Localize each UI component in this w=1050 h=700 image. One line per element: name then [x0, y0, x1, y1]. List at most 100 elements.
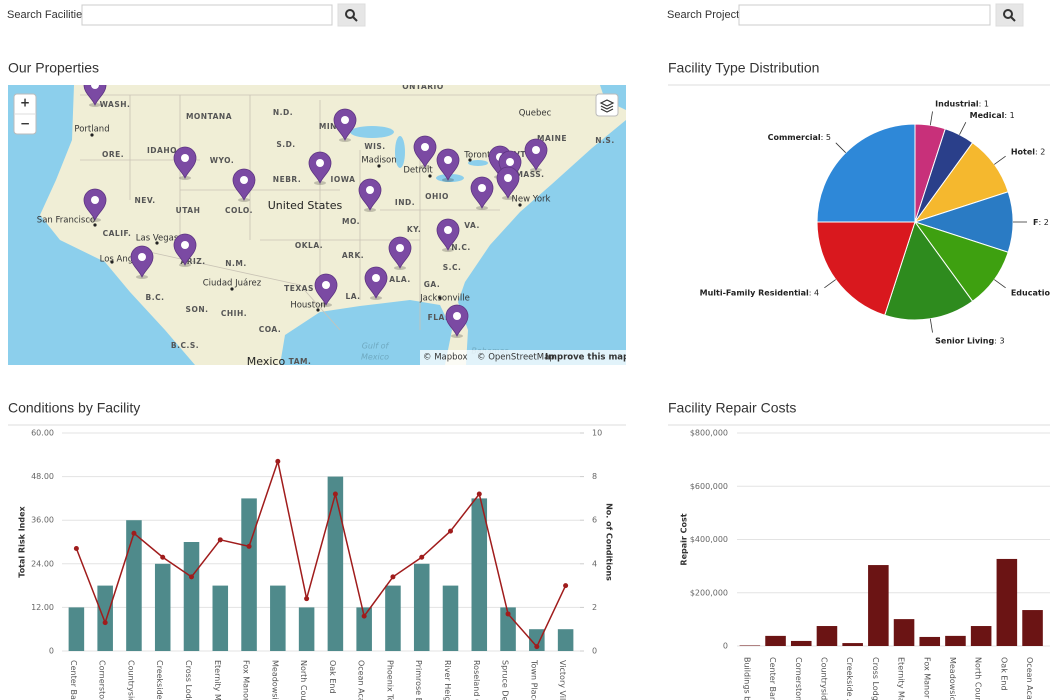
- map-pin[interactable]: [436, 148, 460, 182]
- pie-slice: [816, 221, 916, 316]
- map-label: CHIH.: [221, 309, 247, 318]
- map-pin[interactable]: [445, 304, 469, 338]
- pie-label: Senior Living: 3: [935, 336, 1004, 345]
- pie-label-name: Multi-Family Residential: [700, 288, 809, 297]
- pin-body: [470, 176, 494, 210]
- city-dot: [93, 223, 97, 227]
- map-label: Houston: [290, 301, 325, 311]
- map-label: N.C.: [451, 243, 470, 252]
- map-label: VA.: [464, 221, 480, 230]
- bar: [356, 607, 372, 651]
- zoom-out-button[interactable]: −: [20, 117, 30, 131]
- pin-dot: [91, 196, 99, 204]
- map-pin[interactable]: [364, 266, 388, 300]
- pin-body: [413, 135, 437, 169]
- map-pin[interactable]: [524, 138, 548, 172]
- panel-title: Facility Repair Costs: [668, 400, 796, 416]
- y-tick-label: $800,000: [690, 429, 728, 438]
- ocean: [458, 120, 626, 365]
- attribution[interactable]: © Mapbox: [423, 353, 468, 363]
- x-tick-label: Eternity Man: [897, 657, 906, 700]
- city-dot: [90, 133, 94, 137]
- x-tick-label: Roseland C: [472, 660, 481, 700]
- line-point: [448, 528, 453, 534]
- search-input[interactable]: [738, 4, 991, 26]
- bar: [919, 636, 941, 646]
- panel-title: Our Properties: [8, 60, 99, 76]
- x-tick-label: Creekside A: [155, 660, 164, 700]
- map-pin[interactable]: [358, 178, 382, 212]
- pie-label-value: 5: [826, 133, 831, 142]
- pin-dot: [181, 241, 189, 249]
- search-input[interactable]: [81, 4, 333, 26]
- pin-dot: [532, 146, 540, 154]
- bar: [385, 585, 401, 651]
- zoom-in-button[interactable]: +: [20, 96, 30, 110]
- y2-axis-title: No. of Conditions: [605, 503, 614, 581]
- x-tick-label: Meadowsid: [270, 660, 279, 700]
- map-label: KY.: [407, 225, 421, 234]
- x-tick-label: Cornerstone: [794, 657, 803, 700]
- map-pin[interactable]: [232, 168, 256, 202]
- x-tick-label: Phoenix To: [385, 660, 394, 700]
- map-label: TEXAS: [284, 284, 314, 293]
- y2-tick-label: 8: [592, 472, 597, 481]
- map-pin[interactable]: [388, 236, 412, 270]
- pin-dot: [504, 174, 512, 182]
- map-label: ARK.: [342, 251, 364, 260]
- x-tick-label: Oak End: [999, 657, 1008, 691]
- bar: [816, 626, 838, 646]
- pin-body: [445, 304, 469, 338]
- line-point: [131, 530, 137, 536]
- pie-label-sep: :: [994, 336, 999, 345]
- map-pin[interactable]: [173, 146, 197, 180]
- line-point: [419, 554, 425, 560]
- attribution-box: [420, 350, 626, 365]
- map-label: ALA.: [389, 275, 410, 284]
- y-tick-label: $200,000: [690, 588, 728, 597]
- attribution[interactable]: © OpenStreetMap: [477, 353, 555, 363]
- map-pin[interactable]: [83, 188, 107, 222]
- y2-tick-label: 0: [592, 647, 597, 656]
- map-pin[interactable]: [314, 273, 338, 307]
- x-tick-label: Primrose E: [414, 660, 423, 700]
- map-pin[interactable]: [436, 218, 460, 252]
- map-pin[interactable]: [83, 74, 107, 107]
- search-button[interactable]: [337, 3, 366, 27]
- map-pin[interactable]: [413, 135, 437, 169]
- pin-dot: [478, 184, 486, 192]
- map-pin[interactable]: [470, 176, 494, 210]
- pie-label-name: F: [1033, 218, 1038, 227]
- city-dot: [110, 260, 114, 264]
- map-label: MAINE: [537, 134, 567, 143]
- map-pin[interactable]: [173, 233, 197, 267]
- map-label: COLO.: [225, 206, 253, 215]
- search-button[interactable]: [995, 3, 1024, 27]
- x-tick-label: Cross Lodg: [184, 660, 193, 700]
- x-tick-label: Eternity Ma: [213, 660, 222, 700]
- layers-button[interactable]: [595, 93, 619, 117]
- panel-title: Conditions by Facility: [8, 400, 140, 416]
- bar: [739, 645, 761, 646]
- map-label: SON.: [186, 305, 209, 314]
- bar: [126, 520, 142, 651]
- y2-tick-label: 2: [592, 603, 597, 612]
- map[interactable]: ONTARIO Quebec MAINE N.S. WASH. MONTANA N.D. MI…: [8, 74, 629, 368]
- pie-label: Medical: 1: [970, 111, 1015, 120]
- leader-line: [835, 142, 846, 153]
- pie-label-name: Hotel: [1011, 147, 1035, 156]
- line-point: [189, 574, 194, 580]
- city-dot: [438, 296, 442, 300]
- map-pin[interactable]: [130, 245, 154, 279]
- map-label: Jacksonville: [419, 294, 470, 304]
- y-tick-label: 24.00: [31, 559, 54, 568]
- map-pin[interactable]: [333, 108, 357, 142]
- map-pin[interactable]: [308, 151, 332, 185]
- line-point: [563, 583, 569, 589]
- attribution[interactable]: Improve this map: [545, 353, 629, 363]
- x-tick-label: Victory Villa: [558, 660, 567, 700]
- map-pin[interactable]: [496, 166, 520, 200]
- map-label: TAM.: [289, 357, 312, 366]
- borders: [80, 94, 600, 331]
- map-label: IDAHO: [147, 146, 177, 155]
